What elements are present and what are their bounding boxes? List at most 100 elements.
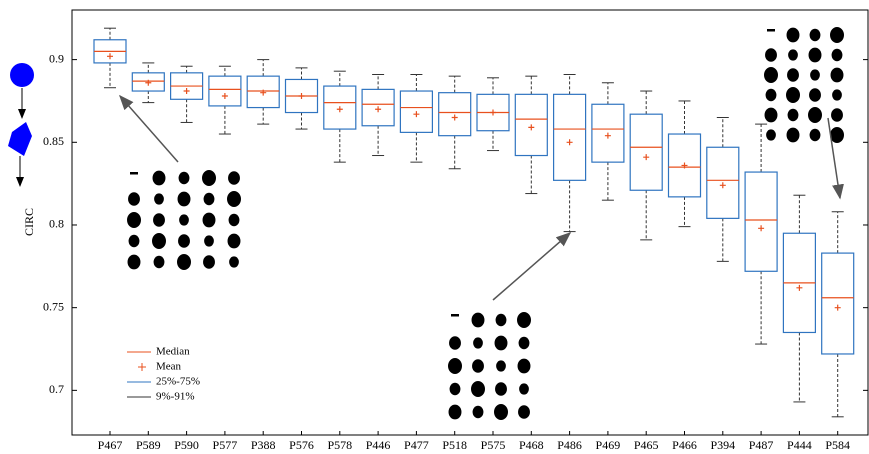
scale-bar <box>130 172 138 175</box>
y-tick-label: 0.85 <box>43 134 64 148</box>
pointer-arrow <box>120 96 178 162</box>
scale-bar <box>451 314 459 317</box>
x-tick-label: P486 <box>557 438 582 452</box>
blob <box>448 358 462 374</box>
mean-marker <box>835 305 841 311</box>
x-tick-label: P584 <box>825 438 850 452</box>
blob <box>473 337 483 348</box>
blob <box>228 171 240 185</box>
blob <box>809 48 822 63</box>
blob <box>495 382 507 396</box>
box <box>822 253 854 354</box>
x-tick-label: P576 <box>289 438 314 452</box>
x-tick-label: P518 <box>442 438 467 452</box>
mean-marker <box>720 182 726 188</box>
blob <box>832 89 842 100</box>
x-tick-label: P468 <box>519 438 544 452</box>
x-tick-label: P388 <box>251 438 276 452</box>
x-tick-label: P469 <box>596 438 621 452</box>
mean-marker <box>299 93 305 99</box>
blob <box>830 27 844 43</box>
blob <box>449 405 462 420</box>
box <box>439 93 471 136</box>
mean-marker <box>490 110 496 116</box>
blob <box>518 359 531 374</box>
blob <box>472 359 484 373</box>
blob <box>809 88 821 102</box>
blob <box>152 233 166 249</box>
x-tick-label: P577 <box>213 438 238 452</box>
x-tick-label: P477 <box>404 438 429 452</box>
blob <box>128 192 140 206</box>
blob <box>203 213 216 228</box>
box <box>745 172 777 271</box>
mean-marker <box>643 154 649 160</box>
pointer-arrow <box>493 233 570 300</box>
blob <box>449 336 461 350</box>
mean-marker <box>413 111 419 117</box>
legend-label: 25%-75% <box>156 376 200 388</box>
blob <box>471 381 485 397</box>
blob <box>450 383 461 395</box>
blob <box>154 193 164 204</box>
blob <box>128 255 141 270</box>
blob <box>229 214 240 226</box>
polygon-icon <box>8 122 32 156</box>
mean-marker <box>107 53 113 59</box>
y-tick-label: 0.8 <box>49 217 64 231</box>
blob <box>127 212 141 228</box>
blob <box>178 192 191 207</box>
legend-label: 9%-91% <box>156 391 195 403</box>
blob <box>786 87 800 103</box>
blob <box>519 383 529 394</box>
x-tick-label: P578 <box>327 438 352 452</box>
x-tick-label: P444 <box>787 438 812 452</box>
plot-frame <box>72 10 868 435</box>
blob <box>787 128 800 143</box>
blob <box>129 235 140 247</box>
x-tick-label: P467 <box>98 438 123 452</box>
blob <box>831 108 843 122</box>
box <box>209 76 241 106</box>
blob <box>177 254 191 270</box>
blob <box>765 48 777 62</box>
blob <box>154 256 165 268</box>
x-tick-label: P446 <box>366 438 391 452</box>
x-tick-label: P589 <box>136 438 161 452</box>
mean-marker <box>796 285 802 291</box>
x-tick-label: P487 <box>749 438 774 452</box>
blob <box>496 314 507 326</box>
sample-images <box>127 27 844 420</box>
blob <box>788 49 798 60</box>
blob <box>153 213 165 227</box>
blob <box>473 406 484 418</box>
y-tick-label: 0.75 <box>43 299 64 313</box>
blob <box>202 170 216 186</box>
box <box>630 114 662 190</box>
blob <box>832 49 843 61</box>
blob <box>204 235 214 246</box>
blob <box>831 68 844 83</box>
blob <box>517 312 531 328</box>
y-axis-label: CIRC <box>22 208 36 236</box>
blob <box>810 129 821 141</box>
x-tick-label: P465 <box>634 438 659 452</box>
legend-label: Mean <box>156 361 182 373</box>
blob <box>766 89 777 101</box>
blob <box>765 108 778 123</box>
blob <box>179 214 189 225</box>
x-tick-label: P575 <box>481 438 506 452</box>
blob <box>766 129 776 140</box>
blob <box>472 313 485 328</box>
legend-symbol <box>138 363 146 371</box>
blob <box>519 337 530 349</box>
mean-marker <box>452 114 458 120</box>
blob <box>178 234 190 248</box>
y-tick-label: 0.9 <box>49 51 64 65</box>
blob <box>810 69 820 80</box>
chart: CIRC 0.70.750.80.850.9P467P589P590P577P3… <box>0 0 869 454</box>
blob <box>788 109 799 121</box>
blob <box>764 67 778 83</box>
blob <box>808 107 822 123</box>
legend-label: Median <box>156 346 190 358</box>
